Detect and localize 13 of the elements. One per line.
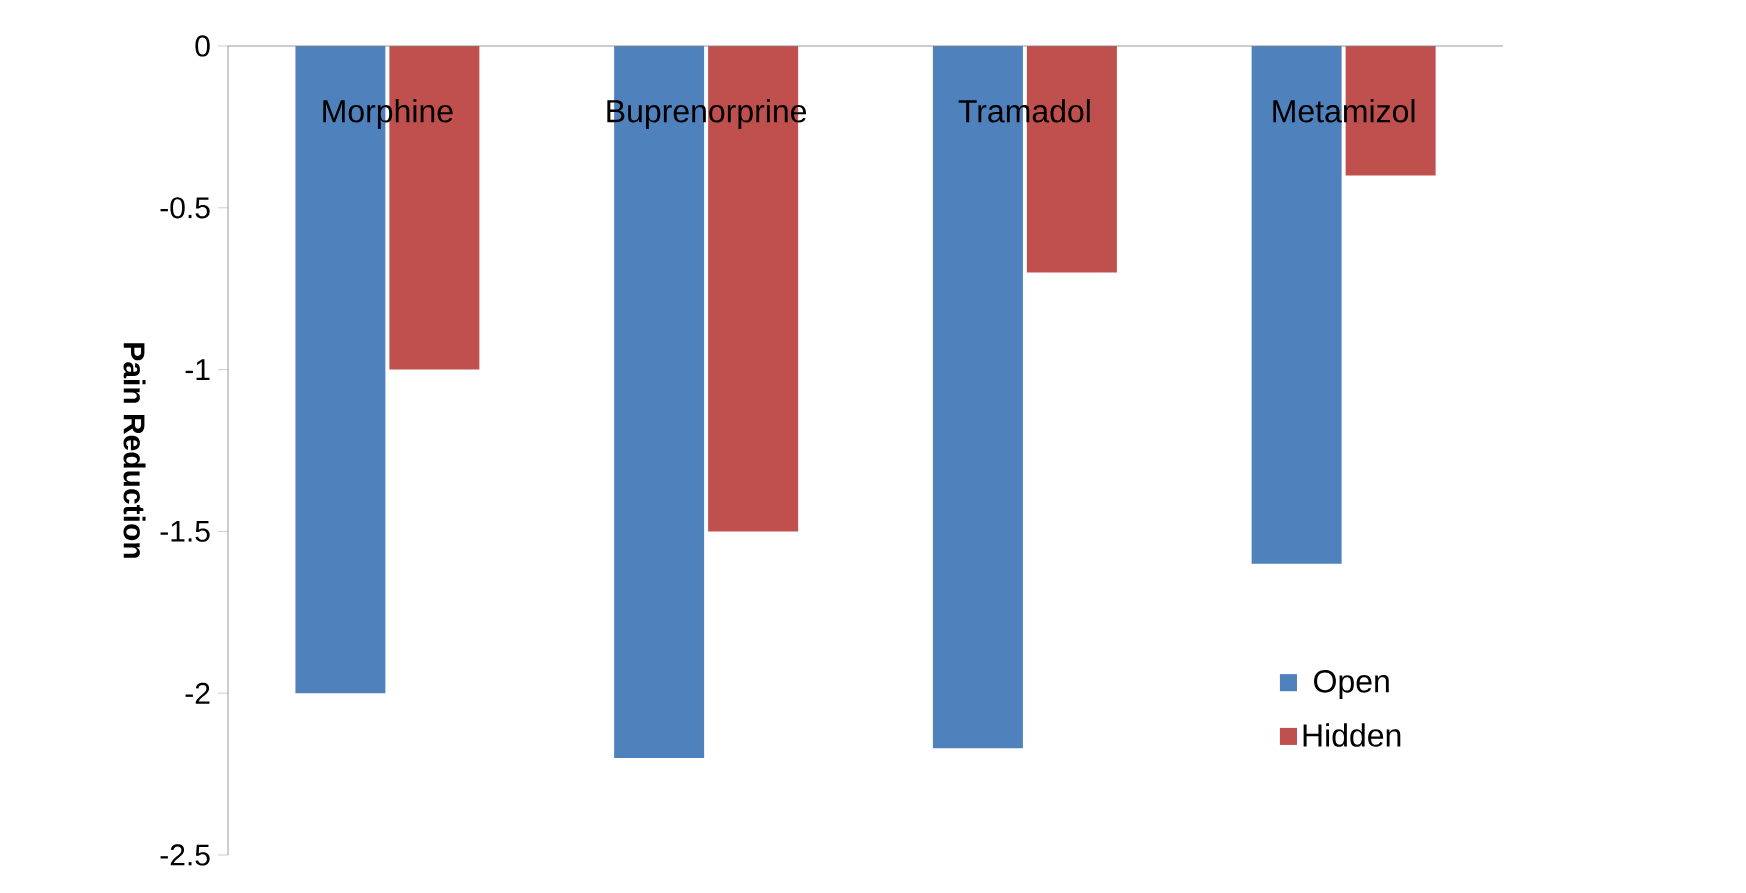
x-tick-label: Metamizol bbox=[1273, 99, 1415, 123]
y-tick-label: -2 bbox=[185, 682, 210, 704]
x-tick-label: Tramadol bbox=[958, 99, 1090, 123]
legend-label: Open bbox=[1314, 669, 1389, 699]
y-tick-label: -1 bbox=[185, 359, 210, 380]
y-axis-title: Pain Reduction bbox=[123, 343, 146, 558]
y-tick-label: -2.5 bbox=[160, 844, 210, 866]
x-tick-label: Buprenorprine bbox=[607, 99, 807, 129]
y-tick-label: 0 bbox=[195, 35, 210, 57]
y-tick-label: -1.5 bbox=[160, 520, 210, 542]
x-tick-label: Morphine bbox=[323, 99, 453, 129]
y-tick-label: -0.5 bbox=[160, 197, 210, 219]
legend-label: Hidden bbox=[1303, 723, 1401, 747]
